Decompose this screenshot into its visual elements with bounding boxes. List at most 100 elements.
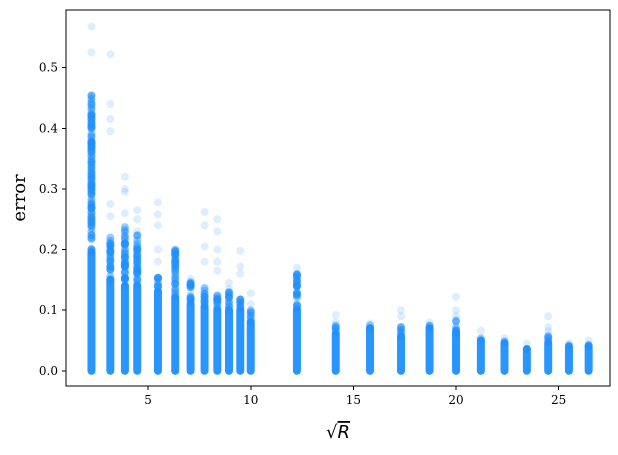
data-point <box>87 175 96 184</box>
data-point <box>292 281 301 290</box>
data-point <box>87 121 96 130</box>
data-point <box>153 257 162 266</box>
data-point <box>186 280 195 289</box>
data-point <box>87 138 96 147</box>
data-point <box>87 185 96 194</box>
data-point <box>87 204 96 213</box>
data-point <box>397 326 406 335</box>
data-point <box>452 328 461 337</box>
data-point <box>87 136 96 145</box>
data-point <box>87 109 96 118</box>
data-point <box>171 263 180 272</box>
data-point <box>425 318 434 327</box>
data-point <box>171 284 180 293</box>
data-point <box>246 317 255 326</box>
data-point <box>153 273 162 282</box>
data-point <box>213 245 222 254</box>
data-point <box>87 164 96 173</box>
point-cluster <box>564 342 573 375</box>
data-point <box>120 223 129 232</box>
data-point <box>186 281 195 290</box>
point-cluster <box>236 306 245 375</box>
data-point <box>236 298 245 307</box>
data-point <box>331 323 340 332</box>
point-cluster <box>397 333 406 375</box>
data-point <box>213 298 222 307</box>
data-point <box>133 246 142 255</box>
data-point <box>106 239 115 248</box>
data-point <box>246 318 255 327</box>
data-point <box>186 296 195 305</box>
data-point <box>120 252 129 261</box>
data-point <box>87 244 96 253</box>
data-point <box>87 139 96 148</box>
data-point <box>292 263 301 272</box>
data-point <box>133 231 142 240</box>
data-point <box>120 273 129 282</box>
data-point <box>452 323 461 332</box>
data-point <box>87 172 96 181</box>
data-point <box>236 301 245 310</box>
data-point <box>452 326 461 335</box>
data-point <box>224 288 233 297</box>
data-point <box>236 269 245 278</box>
data-point <box>366 324 375 333</box>
data-point <box>153 245 162 254</box>
data-point <box>120 240 129 249</box>
data-point <box>522 339 531 348</box>
data-point <box>331 326 340 335</box>
data-point <box>120 187 129 196</box>
data-point <box>153 281 162 290</box>
data-point <box>87 200 96 209</box>
data-point <box>120 239 129 248</box>
data-point <box>87 216 96 225</box>
data-point <box>331 321 340 330</box>
data-point <box>120 248 129 257</box>
data-point <box>120 253 129 262</box>
data-point <box>106 240 115 249</box>
data-point <box>452 292 461 301</box>
data-point <box>224 297 233 306</box>
data-point <box>120 184 129 193</box>
data-point <box>246 307 255 316</box>
data-point <box>87 221 96 230</box>
data-point <box>87 197 96 206</box>
data-point <box>224 284 233 293</box>
data-point <box>87 215 96 224</box>
data-point <box>87 91 96 100</box>
data-point <box>544 337 553 346</box>
data-point <box>452 316 461 325</box>
data-point <box>292 289 301 298</box>
data-point <box>544 337 553 346</box>
data-point <box>133 254 142 263</box>
data-point <box>106 212 115 221</box>
data-point <box>87 155 96 164</box>
data-point <box>106 200 115 209</box>
data-point <box>106 246 115 255</box>
data-point <box>200 257 209 266</box>
data-point <box>171 289 180 298</box>
data-point <box>133 251 142 260</box>
data-point <box>87 182 96 191</box>
data-point <box>87 101 96 110</box>
data-point <box>87 121 96 130</box>
data-point <box>133 280 142 289</box>
data-point <box>213 296 222 305</box>
data-point <box>397 330 406 339</box>
data-point <box>87 124 96 133</box>
point-cluster <box>171 294 180 375</box>
data-point <box>133 244 142 253</box>
data-point <box>397 312 406 321</box>
point-cluster <box>544 339 553 375</box>
data-point <box>87 218 96 227</box>
data-point <box>87 185 96 194</box>
data-point <box>544 312 553 321</box>
y-tick-label: 0.5 <box>39 61 58 75</box>
data-point <box>171 246 180 255</box>
data-point <box>186 295 195 304</box>
data-point <box>213 266 222 275</box>
data-point <box>133 227 142 236</box>
data-point <box>133 270 142 279</box>
data-point <box>584 336 593 345</box>
data-point <box>153 281 162 290</box>
